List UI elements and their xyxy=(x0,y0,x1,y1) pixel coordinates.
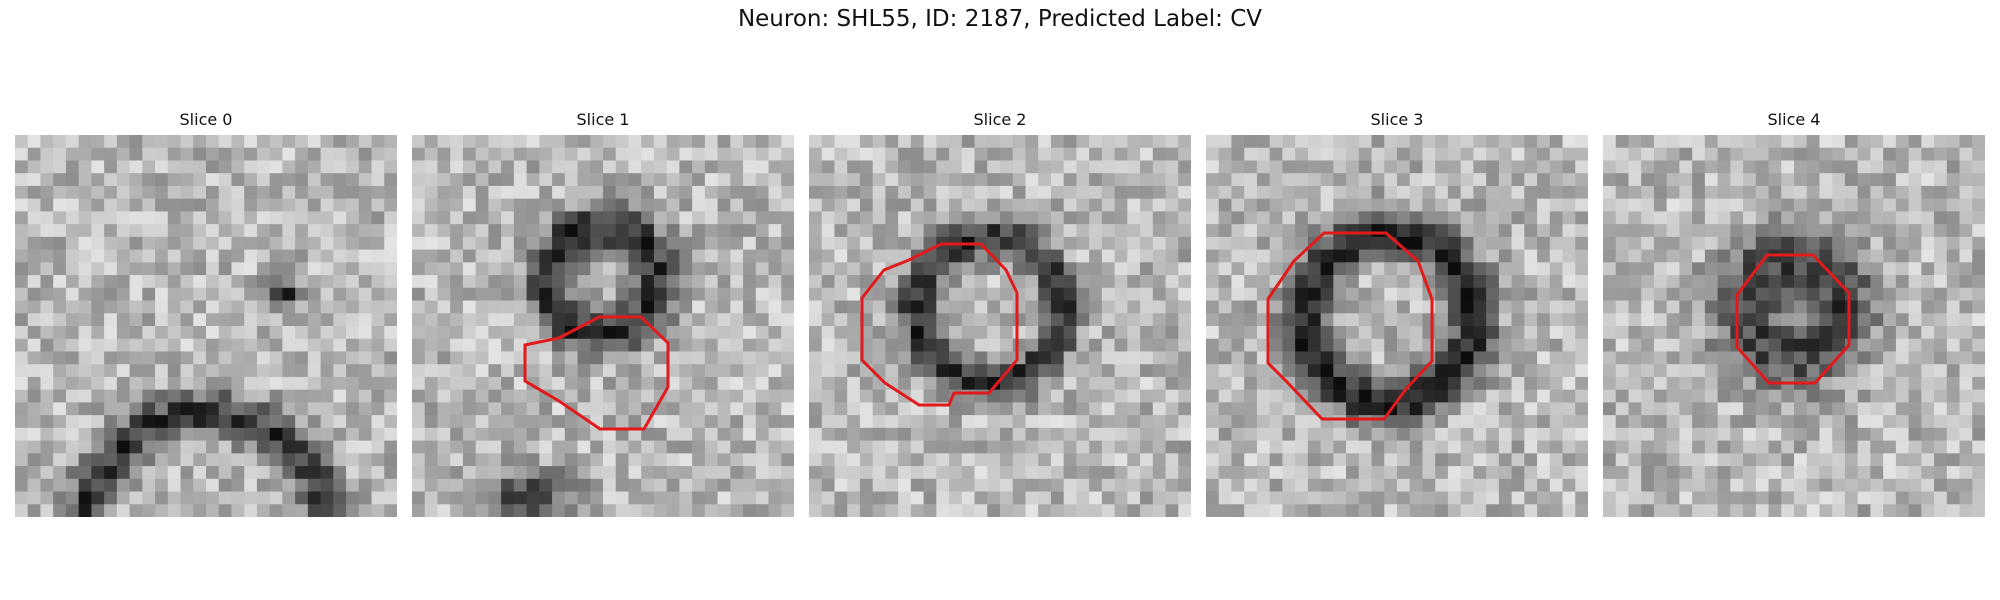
roi-contour xyxy=(1735,253,1851,385)
slice-panel-3: Slice 3 xyxy=(1206,109,1588,517)
slice-image-3 xyxy=(1206,135,1588,517)
slice-title-2: Slice 2 xyxy=(973,110,1027,129)
slice-image-4 xyxy=(1603,135,1985,517)
slice-title-1: Slice 1 xyxy=(576,110,630,129)
grayscale-image xyxy=(809,135,1191,517)
slice-image-0 xyxy=(15,135,397,517)
roi-contour xyxy=(523,315,670,431)
slice-image-2 xyxy=(809,135,1191,517)
grayscale-image xyxy=(412,135,794,517)
grayscale-image xyxy=(1603,135,1985,517)
slice-panel-2: Slice 2 xyxy=(809,109,1191,517)
slice-title-4: Slice 4 xyxy=(1767,110,1821,129)
slice-title-0: Slice 0 xyxy=(179,110,233,129)
roi-contour xyxy=(1266,231,1434,421)
grayscale-image xyxy=(15,135,397,517)
slice-panel-0: Slice 0 xyxy=(15,109,397,517)
grayscale-image xyxy=(1206,135,1588,517)
figure-title: Neuron: SHL55, ID: 2187, Predicted Label… xyxy=(737,6,1263,32)
slice-panel-1: Slice 1 xyxy=(412,109,794,517)
roi-contour xyxy=(860,242,1019,407)
slice-image-1 xyxy=(412,135,794,517)
slice-panel-4: Slice 4 xyxy=(1603,109,1985,517)
slice-title-3: Slice 3 xyxy=(1370,110,1424,129)
